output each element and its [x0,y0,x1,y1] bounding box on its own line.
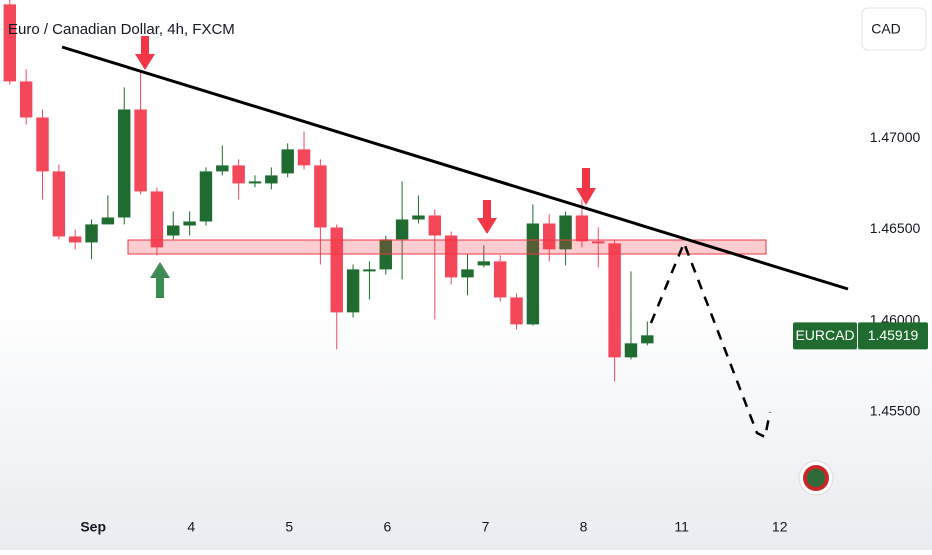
candle-body [52,171,66,237]
x-tick-label: 11 [674,519,689,535]
candle-body [232,165,245,184]
candle-body [297,149,311,166]
y-tick-label: 1.46500 [870,220,921,236]
candle-body [412,215,425,220]
candle-body [134,109,147,192]
x-tick-label: 8 [580,519,588,535]
candle-body [346,269,360,313]
candle-body [183,221,196,226]
arrow-up [150,262,170,298]
candle-body [461,269,474,278]
trend-line [61,45,849,291]
candle-body [281,149,294,174]
price-tag-symbol-text: EURCAD [795,327,854,343]
candle-body [216,165,229,172]
projection-path [649,239,772,439]
y-tick-label: 1.45500 [870,402,921,418]
price-tag-value-text: 1.45919 [868,327,919,343]
candle-body [395,219,409,240]
candle-body [428,215,442,236]
arrow-down [477,200,497,234]
candle-body [592,241,605,244]
candle-body [19,81,33,118]
candle-body [575,215,589,242]
candle-body [85,224,98,243]
candle-body [477,261,491,266]
x-tick-label: Sep [80,519,106,535]
support-zone [127,239,767,255]
x-tick-label: 5 [285,519,293,535]
candle-body [624,343,638,358]
candle-body [101,217,115,225]
candle-body [36,117,49,172]
x-tick-label: 7 [482,519,490,535]
candle-body [444,235,458,278]
arrow-down [576,168,596,205]
candle-body [167,225,180,236]
candle-body [199,171,213,222]
currency-button[interactable] [861,7,927,51]
alert-icon [798,460,834,496]
candle-body [248,181,262,184]
currency-label: CAD [871,21,901,37]
candle-body [641,335,654,344]
sell-arrows [135,36,596,234]
candle-body [265,175,278,184]
x-tick-label: 4 [187,519,195,535]
candle-body [543,223,556,250]
chart-title: Euro / Canadian Dollar, 4h, FXCM [8,21,235,38]
price-tag-value [858,322,928,350]
candle-body [559,215,572,250]
candle-body [330,227,343,313]
candle-body [68,236,82,243]
price-tag-symbol [793,322,857,350]
candle-body [118,109,131,218]
candle-body [510,297,523,325]
x-tick-label: 12 [772,519,788,535]
candle-body [493,261,507,298]
candle-body [363,269,376,272]
arrow-down [135,36,155,70]
axis-labels: 1.470001.465001.460001.455001Sep45678111… [80,129,928,535]
candles [3,0,654,382]
y-tick-label: 1.47000 [870,129,921,145]
candle-body [150,191,164,248]
candle-body [608,243,621,358]
candle-body [3,4,17,82]
candle-body [526,223,540,325]
candle-body [314,165,327,228]
x-tick-label: 6 [384,519,392,535]
